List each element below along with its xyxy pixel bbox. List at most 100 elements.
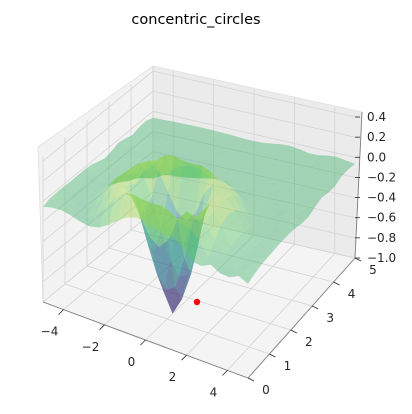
surface-patch bbox=[271, 198, 288, 210]
surface-patch bbox=[146, 144, 163, 158]
surface-patch bbox=[75, 199, 92, 208]
surface-patch bbox=[49, 192, 67, 202]
surface-patch bbox=[143, 199, 160, 248]
surface-patch bbox=[284, 146, 300, 156]
surface-patch bbox=[154, 205, 171, 235]
z-tick-label: 0.0 bbox=[367, 150, 386, 164]
x-tick-label: −2 bbox=[82, 340, 100, 354]
surface-patch bbox=[244, 224, 261, 233]
surface-patch bbox=[89, 187, 106, 194]
surface-patch bbox=[82, 193, 99, 201]
surface-patch bbox=[232, 194, 249, 216]
surface-patch bbox=[293, 187, 310, 197]
grid-line-y bbox=[108, 247, 313, 307]
surface-patch bbox=[181, 165, 198, 179]
surface-patch bbox=[164, 212, 181, 238]
surface-patch bbox=[146, 117, 163, 123]
y-tick-label: 0 bbox=[262, 383, 270, 397]
surface-patch bbox=[210, 161, 227, 176]
y-tick-mark bbox=[247, 377, 255, 382]
surface-patch bbox=[119, 172, 136, 186]
surface-patch bbox=[228, 136, 245, 142]
surface-patch bbox=[258, 249, 275, 260]
surface-patch bbox=[183, 161, 200, 170]
surface-plot bbox=[43, 117, 355, 314]
surface-patch bbox=[257, 207, 274, 219]
x-tick-mark bbox=[99, 324, 105, 331]
surface-patch bbox=[114, 155, 131, 160]
surface-patch bbox=[112, 178, 129, 189]
surface-patch bbox=[190, 165, 207, 179]
surface-patch bbox=[240, 240, 257, 253]
surface-patch bbox=[234, 188, 251, 199]
surface-patch bbox=[181, 245, 198, 300]
surface-patch bbox=[43, 198, 60, 208]
surface-patch bbox=[91, 187, 108, 201]
surface-patch bbox=[136, 199, 153, 222]
surface-patch bbox=[145, 203, 162, 229]
surface-patch bbox=[305, 197, 322, 208]
surface-patch bbox=[155, 155, 172, 176]
grid-line-z-left bbox=[42, 191, 154, 283]
surface-patch bbox=[196, 210, 213, 222]
surface-patch bbox=[260, 218, 277, 233]
grid-line-z-back bbox=[152, 211, 356, 259]
surface-patch bbox=[153, 140, 170, 147]
surface-patch bbox=[197, 171, 214, 179]
surface-patch bbox=[206, 175, 223, 181]
surface-patch bbox=[61, 207, 78, 216]
surface-patch bbox=[263, 166, 280, 179]
axes-panes bbox=[37, 65, 363, 379]
surface-patch bbox=[156, 273, 173, 314]
surface-patch bbox=[162, 170, 179, 177]
grid-line-z-back bbox=[152, 191, 356, 239]
surface-patch bbox=[203, 204, 219, 213]
surface-patch bbox=[66, 193, 83, 204]
y-tick-label: 1 bbox=[284, 359, 292, 373]
surface-patch bbox=[229, 165, 246, 177]
surface-patch bbox=[264, 204, 281, 216]
surface-patch bbox=[201, 257, 218, 266]
surface-patch bbox=[192, 127, 209, 134]
grid-line-x bbox=[227, 253, 336, 371]
surface-patch bbox=[157, 159, 174, 163]
grid-line-z-back bbox=[152, 110, 356, 158]
y-tick-label: 5 bbox=[369, 263, 377, 277]
z-tick-label: 0.4 bbox=[367, 110, 386, 124]
surface-patch bbox=[91, 161, 108, 167]
surface-patch bbox=[311, 155, 328, 165]
surface-patch bbox=[157, 124, 174, 136]
grid-line-z-left bbox=[42, 151, 154, 242]
surface-patch bbox=[216, 190, 233, 199]
surface-patch bbox=[144, 167, 161, 179]
surface-patch bbox=[189, 217, 206, 240]
surface-patch bbox=[63, 181, 80, 194]
surface-patch bbox=[146, 160, 163, 179]
surface-patch bbox=[314, 164, 330, 174]
surface-patch bbox=[304, 160, 321, 170]
surface-patch bbox=[215, 149, 232, 157]
surface-patch bbox=[246, 197, 262, 210]
surface-patch bbox=[59, 197, 76, 208]
surface-patch bbox=[124, 193, 141, 217]
surface-patch bbox=[287, 190, 304, 201]
surface-patch bbox=[298, 166, 314, 178]
surface-patch bbox=[224, 246, 241, 255]
surface-patch bbox=[84, 194, 101, 208]
x-tick-mark bbox=[222, 370, 228, 376]
surface-patch bbox=[143, 138, 160, 144]
surface-patch bbox=[121, 185, 138, 210]
surface-patch bbox=[246, 232, 263, 245]
surface-patch bbox=[275, 177, 292, 190]
surface-patch bbox=[187, 143, 204, 148]
surface-patch bbox=[86, 174, 103, 188]
surface-patch bbox=[137, 170, 154, 179]
surface-patch bbox=[87, 197, 104, 217]
grid-line-y bbox=[64, 283, 270, 355]
surface-patch bbox=[312, 187, 329, 198]
surface-patch bbox=[104, 150, 121, 160]
surface-patch bbox=[319, 183, 335, 193]
surface-patch bbox=[296, 196, 313, 208]
surface-patch bbox=[134, 137, 151, 142]
